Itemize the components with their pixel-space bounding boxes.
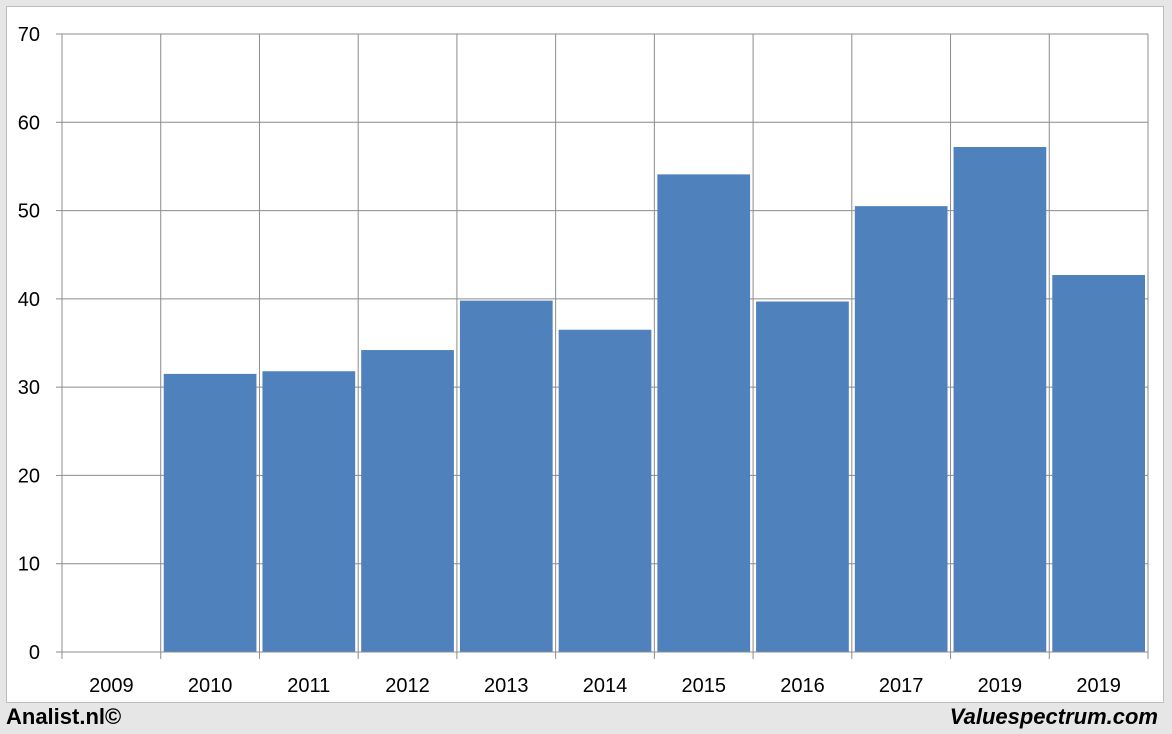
y-tick-label-7: 70 bbox=[18, 24, 40, 46]
footer-source-right: Valuespectrum.com bbox=[949, 704, 1158, 729]
y-tick-label-2: 20 bbox=[18, 465, 40, 487]
bars bbox=[163, 147, 1145, 653]
x-tick-label-2: 2011 bbox=[287, 675, 330, 697]
y-tick-label-1: 10 bbox=[18, 554, 40, 576]
bar-2019-10 bbox=[1052, 275, 1145, 652]
axes bbox=[56, 33, 1149, 659]
x-tick-label-6: 2015 bbox=[681, 675, 726, 697]
x-tick-label-3: 2012 bbox=[385, 675, 430, 697]
bar-2016-7 bbox=[756, 301, 849, 652]
bar-2015-6 bbox=[657, 174, 751, 653]
x-tick-label-8: 2017 bbox=[879, 675, 924, 697]
bar-2019-9 bbox=[953, 147, 1047, 652]
bar-2010-1 bbox=[163, 373, 257, 652]
bar-2017-8 bbox=[854, 206, 948, 652]
y-tick-label-0: 0 bbox=[29, 642, 40, 664]
y-tick-labels: 0 10 20 30 40 50 60 70 bbox=[18, 24, 40, 664]
x-tick-label-4: 2013 bbox=[484, 675, 529, 697]
bar-2014-5 bbox=[558, 329, 652, 652]
x-tick-label-7: 2016 bbox=[780, 675, 825, 697]
x-tick-label-10: 2019 bbox=[1076, 675, 1121, 697]
bar-2013-4 bbox=[459, 300, 553, 652]
bar-2012-3 bbox=[361, 350, 454, 652]
y-tick-label-3: 30 bbox=[18, 377, 40, 399]
x-tick-label-1: 2010 bbox=[188, 675, 233, 697]
x-tick-label-9: 2019 bbox=[978, 675, 1023, 697]
bar-2011-2 bbox=[262, 371, 356, 652]
x-tick-labels: 2009 2010 2011 2012 2013 2014 2015 2016 2017 2019… bbox=[89, 675, 1121, 697]
y-tick-label-4: 40 bbox=[18, 289, 40, 311]
x-tick-label-0: 2009 bbox=[89, 675, 134, 697]
y-tick-label-6: 60 bbox=[18, 112, 40, 134]
footer-source-left: Analist.nl© bbox=[6, 704, 122, 729]
x-tick-label-5: 2014 bbox=[583, 675, 628, 697]
y-tick-label-5: 50 bbox=[18, 201, 40, 223]
